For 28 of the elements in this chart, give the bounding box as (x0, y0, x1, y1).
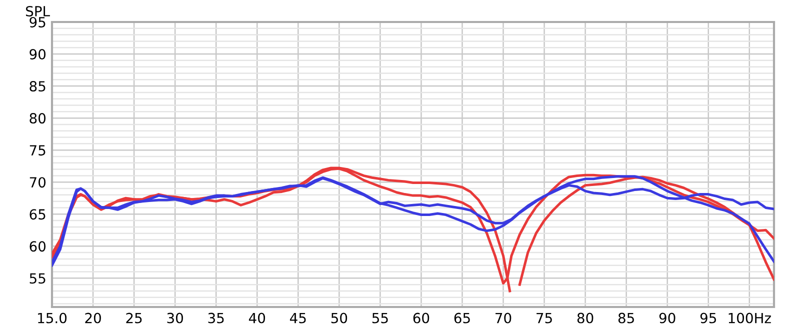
x-tick-label: 65 (454, 312, 470, 324)
y-tick-label: 90 (30, 48, 46, 60)
x-tick-label: 50 (331, 312, 348, 324)
y-tick-label: 80 (30, 113, 46, 124)
x-tick-label: 95 (700, 312, 716, 324)
x-tick-label: 85 (618, 312, 634, 324)
x-tick-label: 100Hz (728, 312, 771, 324)
y-tick-label: 60 (30, 241, 46, 252)
x-tick-label: 30 (167, 312, 183, 324)
y-tick-label: 65 (30, 209, 46, 220)
y-axis-title: SPL (26, 6, 50, 16)
y-tick-label: 70 (30, 177, 46, 188)
x-tick-label: 60 (413, 312, 430, 324)
x-tick-label: 15.0 (38, 312, 67, 324)
x-tick-label: 55 (372, 312, 388, 324)
x-tick-label: 40 (248, 312, 266, 324)
x-tick-label: 20 (85, 312, 101, 324)
x-tick-label: 35 (208, 312, 224, 324)
x-tick-label: 75 (536, 312, 552, 324)
x-tick-label: 90 (659, 312, 676, 324)
y-tick-label: 75 (30, 145, 46, 156)
x-tick-label: 80 (577, 312, 594, 324)
y-tick-label: 55 (30, 273, 46, 284)
y-tick-label: 85 (30, 81, 46, 92)
x-tick-label: 45 (290, 312, 306, 324)
x-tick-label: 25 (126, 312, 142, 324)
x-tick-label: 70 (496, 312, 512, 324)
y-tick-label: 95 (30, 16, 46, 28)
